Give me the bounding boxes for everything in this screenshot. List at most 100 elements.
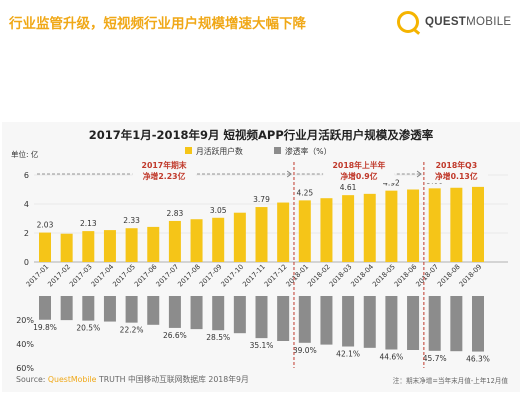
mau-bar (233, 212, 246, 262)
x-tick-label: 2018-07 (414, 263, 440, 289)
mau-value-label: 4.92 (383, 179, 400, 188)
mau-bar (168, 220, 181, 262)
x-tick-label: 2017-06 (133, 263, 159, 289)
penetration-value-label: 26.6% (163, 331, 187, 340)
x-tick-label: 2017-09 (198, 263, 224, 289)
penetration-bar (147, 296, 160, 325)
penetration-bar (277, 296, 290, 341)
pen-tick-label: 20% (16, 316, 34, 325)
mau-bar (82, 231, 95, 262)
penetration-bar (103, 296, 116, 322)
penetration-bar (125, 296, 138, 323)
penetration-value-label: 45.7% (423, 354, 447, 363)
y-tick-label: 0 (24, 258, 29, 267)
x-tick-label: 2017-05 (111, 263, 137, 289)
q-magnifier-icon (397, 11, 419, 33)
x-tick-label: 2018-01 (284, 263, 310, 289)
penetration-bar (407, 296, 420, 350)
questmobile-logo: QUESTMOBILE (397, 11, 511, 33)
penetration-value-label: 28.5% (206, 333, 230, 342)
footnote: 注：期末净增=当年末月值-上年12月值 (392, 377, 508, 385)
pen-tick-label: 40% (16, 340, 34, 349)
x-tick-label: 2017-02 (46, 263, 72, 289)
penetration-bar (428, 296, 441, 351)
x-tick-label: 2017-11 (241, 263, 267, 289)
x-tick-label: 2018-06 (393, 263, 419, 289)
penetration-bar (168, 296, 181, 328)
legend-label-penetration: 渗透率（%） (285, 146, 331, 156)
mau-bar (147, 226, 160, 262)
x-tick-label: 2017-08 (176, 263, 202, 289)
mau-bar (428, 188, 441, 262)
penetration-value-label: 44.6% (379, 353, 403, 362)
penetration-bar (60, 296, 73, 321)
pen-tick-label: 60% (16, 364, 34, 373)
y-tick-label: 4 (24, 200, 29, 209)
penetration-bar (450, 296, 463, 352)
y-tick-label: 2 (24, 229, 29, 238)
mau-bar (277, 202, 290, 262)
mau-value-label: 2.03 (37, 221, 54, 230)
penetration-bar (39, 296, 51, 320)
x-tick-label: 2018-09 (458, 263, 484, 289)
annotation-value: 净增0.13亿 (435, 171, 478, 181)
penetration-bar (385, 296, 398, 350)
mau-bar (320, 198, 333, 262)
x-tick-label: 2017-12 (263, 263, 289, 289)
mau-bar (342, 195, 355, 262)
penetration-bar (233, 296, 246, 334)
mau-value-label: 4.61 (340, 183, 357, 192)
mau-value-label: 4.25 (296, 188, 313, 197)
annotation-arrow (416, 170, 422, 178)
mau-value-label: 2.83 (167, 209, 184, 218)
x-tick-label: 2018-05 (371, 263, 397, 289)
mau-value-label: 3.05 (210, 206, 227, 215)
source-note: Source: QuestMobile TRUTH 中国移动互联网数据库 201… (16, 375, 249, 384)
x-tick-label: 2017-04 (90, 263, 116, 289)
annotation-arrow (286, 170, 292, 178)
mau-bar (39, 232, 51, 262)
penetration-value-label: 20.5% (76, 324, 100, 333)
x-tick-label: 2018-04 (349, 263, 375, 289)
penetration-bar (363, 296, 376, 348)
logo-wordmark: QUESTMOBILE (425, 16, 512, 28)
mau-bar (450, 187, 463, 262)
penetration-bar (212, 296, 225, 331)
penetration-bar (298, 296, 311, 343)
annotation-value: 净增2.23亿 (143, 171, 186, 181)
mau-value-label: 2.13 (80, 219, 97, 228)
legend-label-mau: 月活跃用户数 (196, 146, 243, 156)
mau-value-label: 2.33 (123, 216, 140, 225)
annotation-background (132, 159, 196, 183)
legend-swatch-mau (185, 147, 192, 154)
x-tick-label: 2017-03 (68, 263, 94, 289)
penetration-value-label: 35.1% (250, 341, 274, 350)
annotation-title: 2018年上半年 (332, 160, 385, 170)
y-tick-label: 6 (24, 171, 29, 180)
mau-bar (190, 219, 203, 262)
penetration-bar (472, 296, 484, 352)
mau-bar (407, 189, 420, 262)
annotation-title: 2018年Q3 (436, 160, 478, 170)
x-tick-label: 2018-02 (306, 263, 332, 289)
penetration-bar (82, 296, 95, 321)
x-tick-label: 2017-07 (155, 263, 181, 289)
mau-bar (125, 228, 138, 262)
x-tick-label: 2018-08 (436, 263, 462, 289)
penetration-value-label: 19.8% (33, 323, 57, 332)
penetration-bar (342, 296, 355, 347)
x-tick-label: 2017-10 (220, 263, 246, 289)
penetration-value-label: 22.2% (120, 326, 144, 335)
penetration-bar (190, 296, 203, 330)
mau-bar (385, 190, 398, 262)
annotation-background (323, 159, 395, 183)
page-headline: 行业监管升级，短视频行业用户规模增速大幅下降 (9, 16, 306, 32)
x-tick-label: 2018-03 (328, 263, 354, 289)
mau-value-label: 3.79 (253, 195, 270, 204)
mau-bar (212, 217, 225, 262)
legend-swatch-penetration (274, 147, 281, 154)
mau-bar (60, 233, 73, 262)
mau-bar (363, 193, 376, 262)
penetration-value-label: 39.0% (293, 346, 317, 355)
